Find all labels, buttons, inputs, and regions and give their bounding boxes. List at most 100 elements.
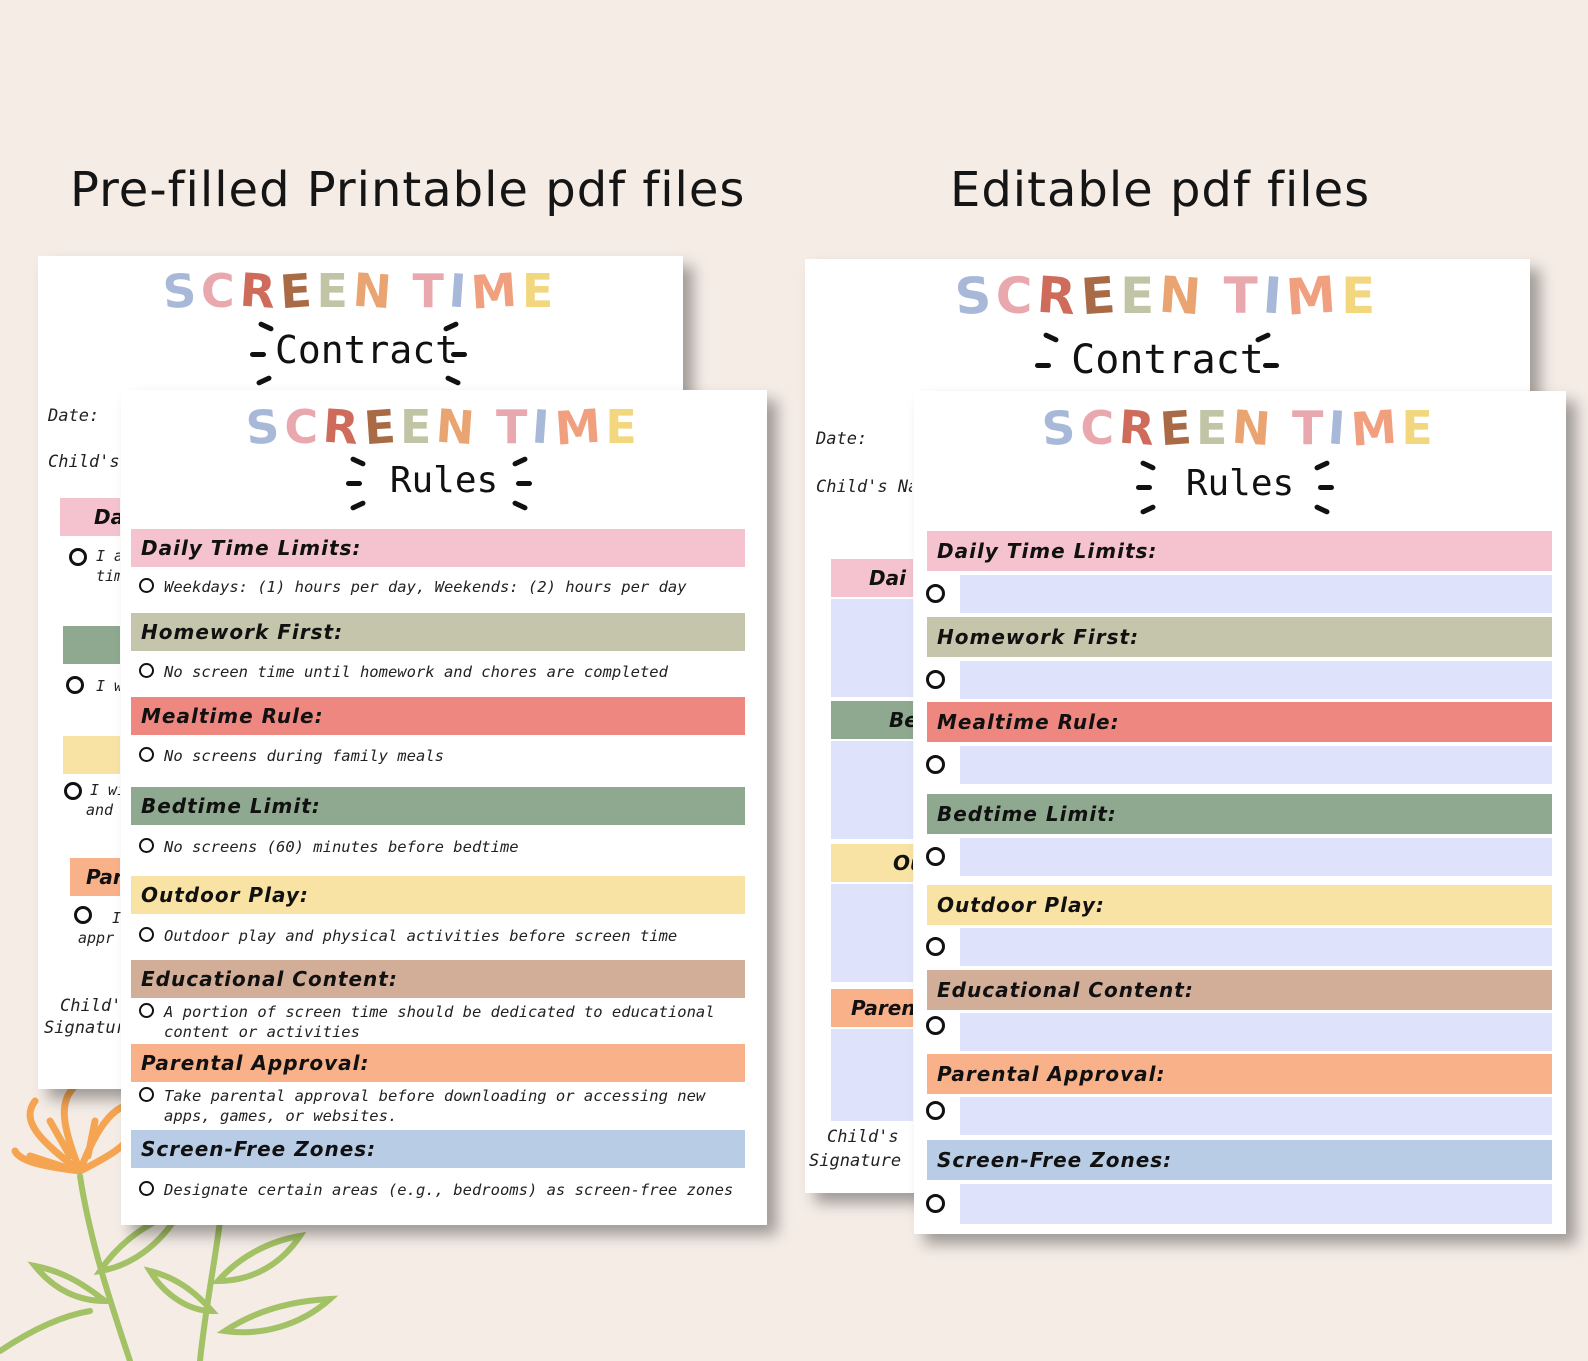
section-band-partial xyxy=(63,626,120,664)
radio-button[interactable] xyxy=(66,676,84,694)
rules-subtitle: Rules xyxy=(1185,463,1295,504)
title-letter: T xyxy=(496,400,533,454)
radio-button[interactable] xyxy=(926,670,945,689)
screen-time-title: SCREEN TIME xyxy=(914,399,1566,457)
date-label: Date: xyxy=(48,406,100,426)
screen-time-title: SCREEN TIME xyxy=(38,262,683,320)
section-band-bedtime-limit: Bedtime Limit: xyxy=(927,794,1552,834)
radio-button[interactable] xyxy=(139,747,154,762)
editable-field-parental-approval[interactable] xyxy=(960,1097,1552,1135)
rule-item-homework-first: No screen time until homework and chores… xyxy=(139,662,759,682)
editable-field-screen-free-zones[interactable] xyxy=(960,1184,1552,1224)
radio-button[interactable] xyxy=(139,927,154,942)
title-letter: N xyxy=(434,398,482,456)
radio-button[interactable] xyxy=(74,906,92,924)
title-letter: E xyxy=(1157,399,1198,457)
item-text-partial: I wi xyxy=(90,781,120,799)
radio-button[interactable] xyxy=(926,1101,945,1120)
title-letter: M xyxy=(1284,265,1344,327)
radio-button[interactable] xyxy=(926,1194,945,1213)
title-letter: E xyxy=(278,262,319,320)
signature-label: Signatur xyxy=(44,1018,120,1038)
rule-item-mealtime-rule: No screens during family meals xyxy=(139,746,759,766)
right-rules-sheet: SCREEN TIME Rules Daily Time Limits: Hom… xyxy=(914,391,1566,1234)
rule-item-educational-content: A portion of screen time should be dedic… xyxy=(139,1002,759,1042)
editable-field-homework-first[interactable] xyxy=(960,661,1552,699)
radio-button[interactable] xyxy=(139,578,154,593)
editable-field-partial[interactable] xyxy=(831,599,913,697)
signature-label: Signature xyxy=(809,1151,902,1171)
editable-field-partial[interactable] xyxy=(831,741,913,839)
editable-field-partial[interactable] xyxy=(831,1029,913,1121)
radio-button[interactable] xyxy=(926,847,945,866)
radio-button[interactable] xyxy=(139,1003,154,1018)
title-letter: E xyxy=(316,264,353,318)
title-letter xyxy=(480,400,496,454)
title-letter: S xyxy=(244,398,287,456)
title-letter: T xyxy=(1292,401,1329,455)
rule-item-screen-free-zones: Designate certain areas (e.g., bedrooms)… xyxy=(139,1180,759,1200)
childs-label: Child's xyxy=(60,996,120,1016)
title-letter: T xyxy=(412,264,449,318)
item-text-partial: I xyxy=(112,909,122,927)
childs-label: Child's xyxy=(827,1127,899,1147)
item-text-partial: tim xyxy=(96,567,120,585)
editable-field-partial[interactable] xyxy=(831,884,913,982)
title-letter: E xyxy=(1120,267,1160,325)
title-letter xyxy=(1276,401,1292,455)
title-letter: E xyxy=(521,264,559,318)
title-letter: C xyxy=(284,400,324,454)
child-name-label: Child's N xyxy=(48,452,120,472)
title-letter: E xyxy=(1401,401,1438,455)
radio-button[interactable] xyxy=(926,1016,945,1035)
rule-item-daily-time-limits: Weekdays: (1) hours per day, Weekends: (… xyxy=(139,577,759,597)
section-band-parental-approval: Parental Approval: xyxy=(131,1044,745,1082)
radio-button[interactable] xyxy=(926,584,945,603)
editable-field-educational-content[interactable] xyxy=(960,1013,1552,1051)
title-letter: M xyxy=(552,398,608,456)
section-band-daily-time-limits: Daily Time Limits: xyxy=(927,531,1552,571)
radio-button[interactable] xyxy=(139,1087,154,1102)
title-letter: E xyxy=(605,400,642,454)
heading-editable: Editable pdf files xyxy=(950,162,1371,218)
title-letter xyxy=(396,264,412,318)
section-band-screen-free-zones: Screen-Free Zones: xyxy=(131,1130,745,1168)
title-letter: I xyxy=(1326,400,1353,456)
title-letter: N xyxy=(351,262,399,320)
radio-button[interactable] xyxy=(139,1181,154,1196)
title-letter: E xyxy=(1341,267,1381,325)
editable-field-bedtime-limit[interactable] xyxy=(960,838,1552,876)
heading-prefilled: Pre-filled Printable pdf files xyxy=(70,162,746,218)
screen-time-title: SCREEN TIME xyxy=(805,265,1530,327)
title-letter xyxy=(1206,267,1224,325)
radio-button[interactable] xyxy=(926,937,945,956)
item-text-partial: and xyxy=(86,801,114,819)
editable-field-outdoor-play[interactable] xyxy=(960,928,1552,966)
title-letter: C xyxy=(1080,401,1120,455)
rule-item-parental-approval: Take parental approval before downloadin… xyxy=(139,1086,759,1126)
title-letter: I xyxy=(530,399,557,455)
radio-button[interactable] xyxy=(139,663,154,678)
radio-button[interactable] xyxy=(926,755,945,774)
title-letter: C xyxy=(200,264,240,318)
contract-subtitle: Contract xyxy=(274,328,459,372)
section-band-partial: Be xyxy=(831,701,913,739)
section-band-mealtime-rule: Mealtime Rule: xyxy=(131,697,745,735)
section-band-educational-content: Educational Content: xyxy=(927,970,1552,1010)
item-text-partial: I w xyxy=(96,677,120,695)
editable-field-mealtime-rule[interactable] xyxy=(960,746,1552,784)
title-letter: S xyxy=(160,262,203,320)
section-band-educational-content: Educational Content: xyxy=(131,960,745,998)
title-letter: T xyxy=(1223,267,1263,325)
section-band-screen-free-zones: Screen-Free Zones: xyxy=(927,1140,1552,1180)
radio-button[interactable] xyxy=(139,838,154,853)
section-band-partial: Dai xyxy=(831,559,913,597)
radio-button[interactable] xyxy=(69,548,87,566)
rule-item-bedtime-limit: No screens (60) minutes before bedtime xyxy=(139,837,759,857)
radio-button[interactable] xyxy=(64,782,82,800)
section-band-outdoor-play: Outdoor Play: xyxy=(131,876,745,914)
section-band-homework-first: Homework First: xyxy=(131,613,745,651)
editable-field-daily-time-limits[interactable] xyxy=(960,575,1552,613)
title-letter: E xyxy=(1196,401,1233,455)
section-band-daily-time-limits: Daily Time Limits: xyxy=(131,529,745,567)
